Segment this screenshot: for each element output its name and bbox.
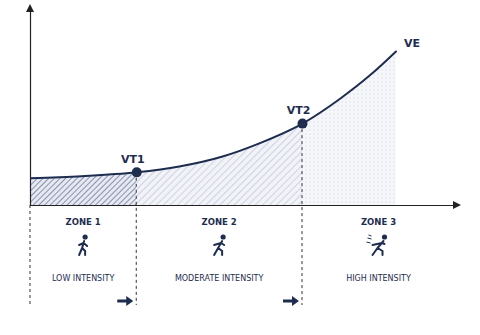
svg-text:VT2: VT2 <box>287 104 311 117</box>
svg-text:ZONE 2: ZONE 2 <box>202 217 237 227</box>
svg-text:VT1: VT1 <box>121 153 145 166</box>
svg-text:VE: VE <box>404 37 420 50</box>
svg-text:MODERATE INTENSITY: MODERATE INTENSITY <box>175 274 264 283</box>
svg-text:HIGH INTENSITY: HIGH INTENSITY <box>346 274 411 283</box>
svg-text:LOW INTENSITY: LOW INTENSITY <box>52 274 115 283</box>
svg-text:ZONE 3: ZONE 3 <box>361 217 396 227</box>
svg-text:ZONE 1: ZONE 1 <box>66 217 101 227</box>
